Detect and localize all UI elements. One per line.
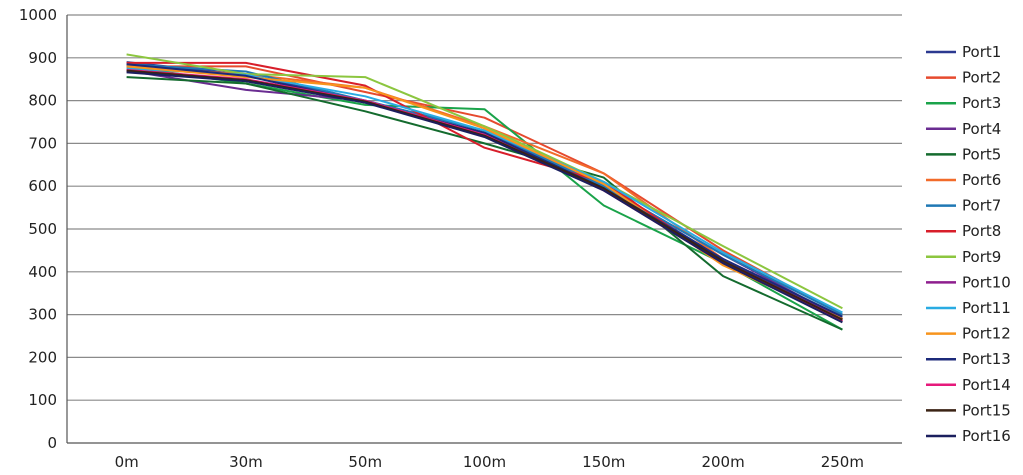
- legend-label-port14: Port14: [962, 376, 1011, 394]
- series-line-port5: [126, 76, 843, 331]
- y-tick-label: 900: [28, 49, 57, 67]
- series-line-port2: [126, 65, 843, 316]
- legend-label-port10: Port10: [962, 273, 1011, 291]
- y-tick-label: 200: [28, 348, 57, 366]
- series-line-port12: [126, 65, 843, 320]
- legend-label-port16: Port16: [962, 427, 1011, 445]
- series-line-port16: [126, 71, 843, 324]
- x-tick-label: 0m: [115, 453, 139, 471]
- legend-label-port12: Port12: [962, 325, 1011, 343]
- legend-label-port15: Port15: [962, 401, 1011, 419]
- legend-label-port6: Port6: [962, 171, 1001, 189]
- series-line-port3: [126, 65, 843, 331]
- y-tick-label: 500: [28, 220, 57, 238]
- y-tick-label: 0: [47, 434, 57, 452]
- x-tick-label: 200m: [701, 453, 744, 471]
- y-tick-label: 1000: [19, 6, 57, 24]
- x-axis-tick-labels: 0m 30m 50m 100m 150m 200m 250m: [115, 453, 864, 471]
- legend-label-port11: Port11: [962, 299, 1011, 317]
- series-lines: [126, 53, 843, 331]
- legend-label-port3: Port3: [962, 94, 1001, 112]
- y-tick-label: 100: [28, 391, 57, 409]
- series-line-port11: [126, 67, 843, 314]
- series-line-port7: [126, 63, 843, 316]
- x-tick-label: 100m: [463, 453, 506, 471]
- x-tick-label: 30m: [229, 453, 263, 471]
- x-tick-label: 250m: [821, 453, 864, 471]
- series-line-port13: [126, 63, 843, 318]
- legend-label-port8: Port8: [962, 222, 1001, 240]
- gridlines: [66, 14, 902, 444]
- series-line-port14: [126, 68, 843, 322]
- legend-label-port1: Port1: [962, 43, 1001, 61]
- legend-label-port9: Port9: [962, 248, 1001, 266]
- y-tick-label: 600: [28, 177, 57, 195]
- legend-label-port5: Port5: [962, 145, 1001, 163]
- y-tick-label: 400: [28, 263, 57, 281]
- series-line-port15: [126, 69, 843, 321]
- legend-label-port4: Port4: [962, 120, 1001, 138]
- x-tick-label: 50m: [348, 453, 382, 471]
- x-tick-label: 150m: [582, 453, 625, 471]
- legend-label-port2: Port2: [962, 69, 1001, 87]
- y-axis-tick-labels: 0 100 200 300 400 500 600 700 800 900 1000: [19, 6, 57, 452]
- legend: Port1 Port2 Port3 Port4 Port5 Port6 Port7 Port8…: [926, 43, 1011, 445]
- y-tick-label: 300: [28, 306, 57, 324]
- y-tick-label: 700: [28, 134, 57, 152]
- y-tick-label: 800: [28, 92, 57, 110]
- legend-label-port7: Port7: [962, 197, 1001, 215]
- legend-label-port13: Port13: [962, 350, 1011, 368]
